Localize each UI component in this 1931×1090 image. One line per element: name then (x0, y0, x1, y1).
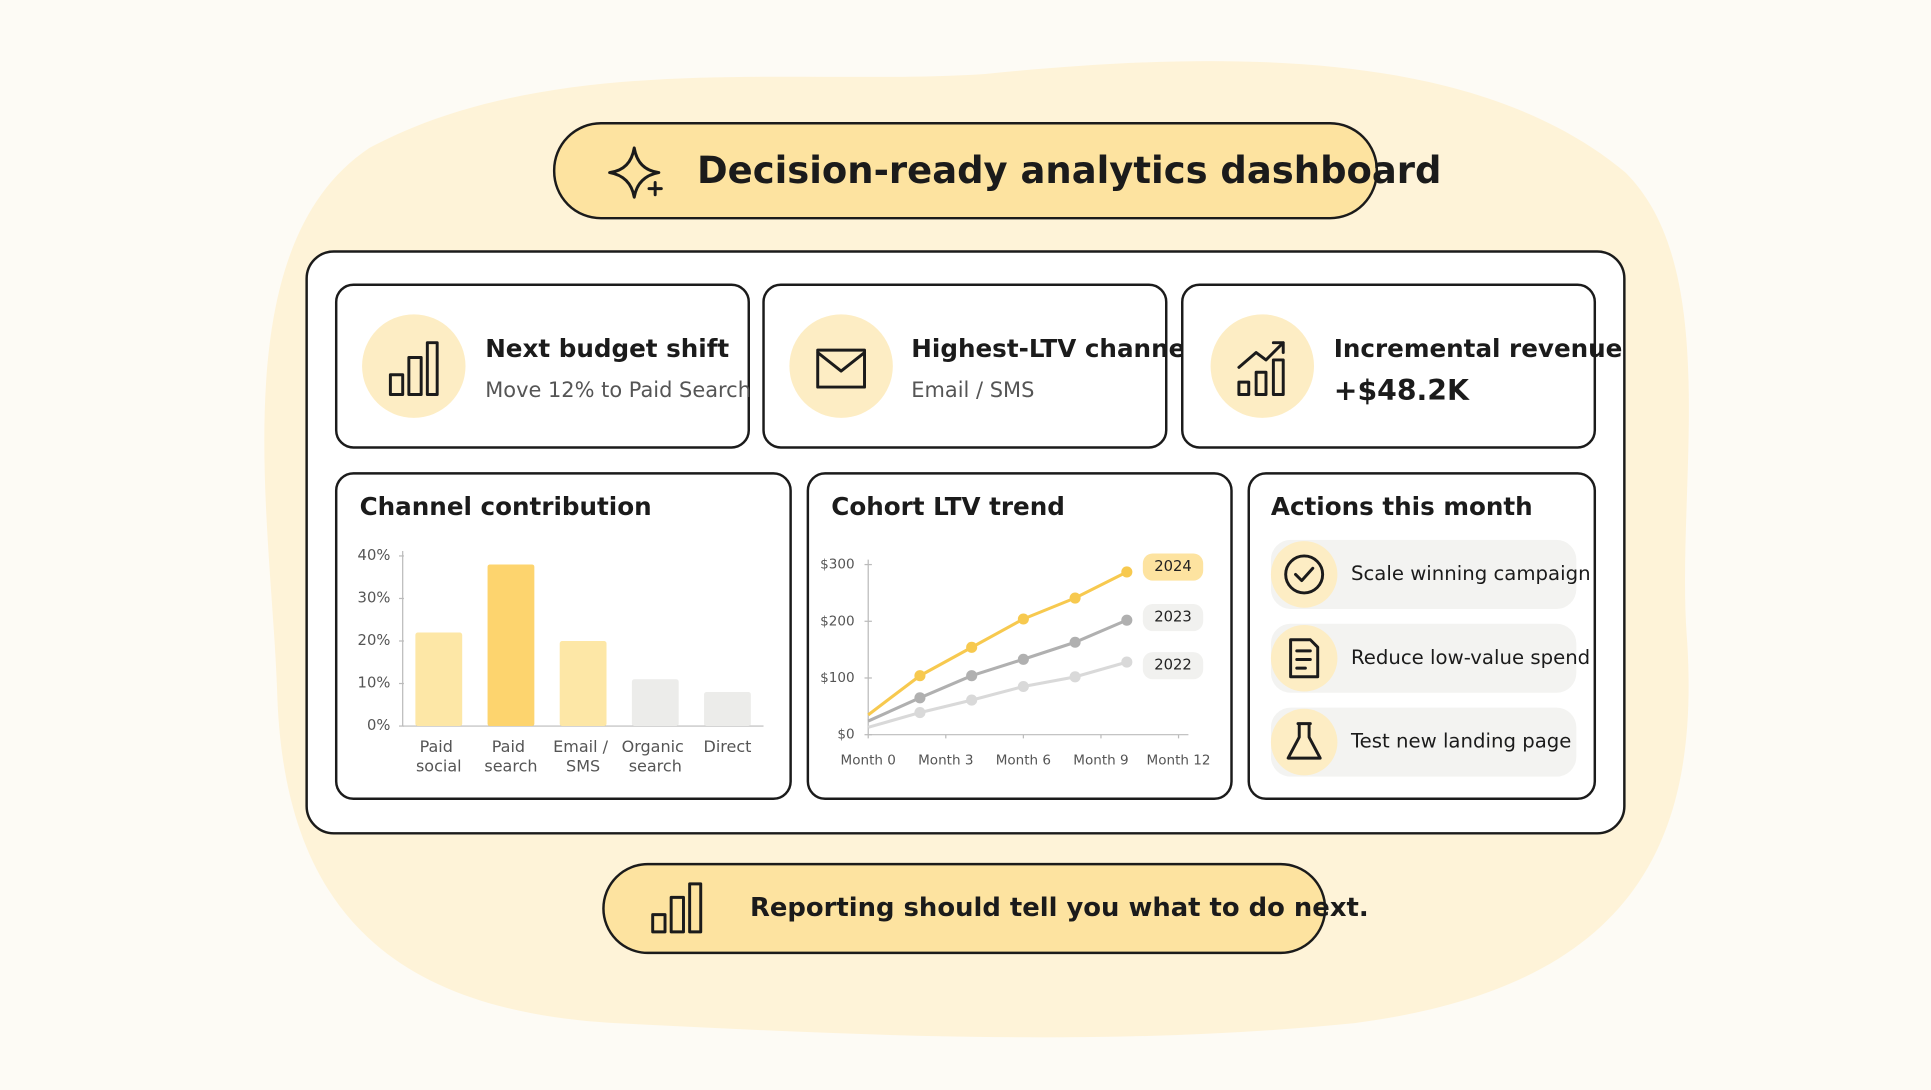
icon-circle (1270, 541, 1338, 608)
kpi-card: Highest-LTV channel Email / SMS (762, 283, 1194, 449)
bar (487, 564, 535, 727)
action-item[interactable]: Scale winning campaign (1270, 539, 1591, 609)
trend-icon (1237, 341, 1285, 396)
point (1121, 566, 1133, 578)
y-tick-label: 10% (358, 675, 391, 692)
y-tick-label: 0% (367, 717, 390, 734)
chart-title: Cohort LTV trend (831, 492, 1065, 521)
y-tick-label: 20% (358, 632, 391, 649)
icon-circle (789, 314, 893, 418)
icon-circle (1210, 314, 1315, 418)
legend-label: 2023 (1154, 609, 1192, 626)
x-tick-label: Month 12 (1147, 753, 1211, 769)
kpi-title: Incremental revenue (1334, 334, 1623, 363)
bar (559, 640, 607, 727)
kpi-card: Next budget shift Move 12% to Paid Searc… (334, 283, 751, 449)
x-tick-label: Month 6 (996, 753, 1051, 769)
action-item[interactable]: Reduce low-value spend (1270, 623, 1590, 693)
x-tick-label: Direct (704, 737, 752, 756)
kpi-value: Move 12% to Paid Search (485, 378, 751, 402)
legend-pill (1142, 553, 1204, 581)
line (867, 660, 1128, 729)
action-pill[interactable] (1270, 707, 1577, 777)
mail-icon (816, 348, 866, 389)
y-tick-label: $300 (820, 557, 854, 573)
title-pill (552, 122, 1379, 220)
kpi-card: Incremental revenue +$48.2K (1181, 283, 1623, 449)
y-tick-label: 40% (358, 547, 391, 564)
point (914, 692, 926, 704)
flask-icon (1286, 722, 1322, 760)
line (867, 570, 1128, 717)
point (914, 670, 926, 682)
kpi-value: Email / SMS (911, 378, 1034, 402)
legend-pill (1142, 652, 1204, 680)
y-tick-label: 30% (358, 589, 391, 606)
point (1069, 636, 1081, 648)
legend-label: 2022 (1154, 657, 1192, 674)
line (867, 618, 1128, 723)
icon-circle (1270, 708, 1338, 776)
doc-icon (1289, 638, 1320, 679)
actions-title: Actions this month (1271, 492, 1533, 521)
title: Decision-ready analytics dashboard (697, 149, 1441, 192)
action-label: Scale winning campaign (1351, 562, 1591, 585)
x-tick-label: Month 0 (841, 753, 896, 769)
x-tick-label: Month 3 (918, 753, 973, 769)
icon-circle (362, 314, 466, 418)
check-mark (1294, 566, 1315, 583)
footer-text: Reporting should tell you what to do nex… (750, 893, 1369, 923)
point (1121, 614, 1133, 626)
point (1069, 592, 1081, 604)
check-icon (1284, 554, 1325, 595)
point (1069, 671, 1081, 683)
y-tick-label: $200 (820, 613, 854, 629)
x-tick-label: Paid social (416, 737, 462, 776)
action-label: Test new landing page (1350, 730, 1571, 753)
bar (704, 692, 751, 727)
point (914, 707, 926, 719)
point (966, 694, 978, 706)
action-pill[interactable] (1270, 623, 1577, 693)
y-tick-label: $100 (820, 670, 854, 686)
line-card (806, 472, 1233, 801)
kpi-value: +$48.2K (1334, 374, 1470, 407)
x-tick-label: Paid search (484, 737, 537, 776)
sparkle-icon (608, 146, 663, 199)
point (1017, 653, 1029, 665)
x-tick-label: Month 9 (1073, 753, 1128, 769)
chart-title: Channel contribution (360, 492, 652, 521)
y-tick-label: $0 (837, 727, 854, 743)
footer-pill (602, 862, 1327, 955)
legend-label: 2024 (1154, 558, 1192, 575)
x-tick-label: Email / SMS (553, 737, 613, 776)
point (966, 670, 978, 682)
point (1121, 656, 1133, 668)
action-pill[interactable] (1270, 539, 1577, 609)
action-label: Reduce low-value spend (1351, 646, 1590, 669)
action-item[interactable]: Test new landing page (1270, 707, 1577, 777)
kpi-title: Next budget shift (485, 334, 729, 363)
bar (631, 679, 679, 727)
point (966, 641, 978, 653)
kpi-title: Highest-LTV channel (911, 334, 1193, 363)
point (1017, 680, 1029, 693)
x-tick-label: Organic search (622, 737, 689, 776)
bar-icon (651, 882, 703, 934)
bar (415, 632, 463, 727)
legend-pill (1142, 604, 1204, 632)
bar-icon (388, 341, 439, 396)
point (1017, 613, 1029, 625)
